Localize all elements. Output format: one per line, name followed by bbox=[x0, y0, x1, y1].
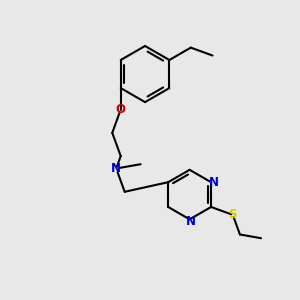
Text: S: S bbox=[228, 208, 237, 221]
Text: N: N bbox=[186, 214, 196, 227]
Text: N: N bbox=[209, 176, 219, 189]
Text: O: O bbox=[116, 103, 126, 116]
Text: N: N bbox=[111, 162, 121, 175]
